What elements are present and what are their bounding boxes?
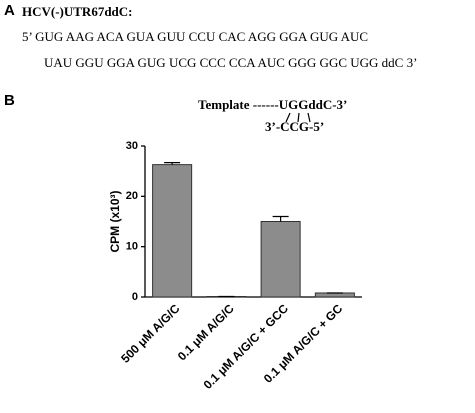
y-tick-label: 20 [126,190,138,202]
bar [152,164,193,298]
sequence-line: 5’ GUG AAG ACA GUA GUU CCU CAC AGG GGA G… [22,29,368,44]
panel-label: A [4,2,15,19]
error-bar [272,215,289,222]
base-pair-lines [285,112,311,123]
bar [260,221,301,298]
primer-text: 3’-CCG-5’ [265,119,324,134]
error-bar [164,162,181,165]
panel-label: B [4,92,15,109]
y-tick-label: 0 [132,291,138,303]
template-text: Template ------UGGddC-3’ [198,97,347,112]
y-tick-label: 10 [126,241,138,253]
x-tick-label: 500 μM A/G/C [118,301,183,366]
bar [314,292,355,298]
sequence-line: UAU GGU GGA GUG UCG CCC CCA AUC GGG GGC … [44,55,417,70]
sequence-title: HCV(-)UTR67ddC: [22,4,133,19]
y-tick-label: 30 [126,140,138,152]
y-axis-label: CPM (x10³) [108,190,122,252]
